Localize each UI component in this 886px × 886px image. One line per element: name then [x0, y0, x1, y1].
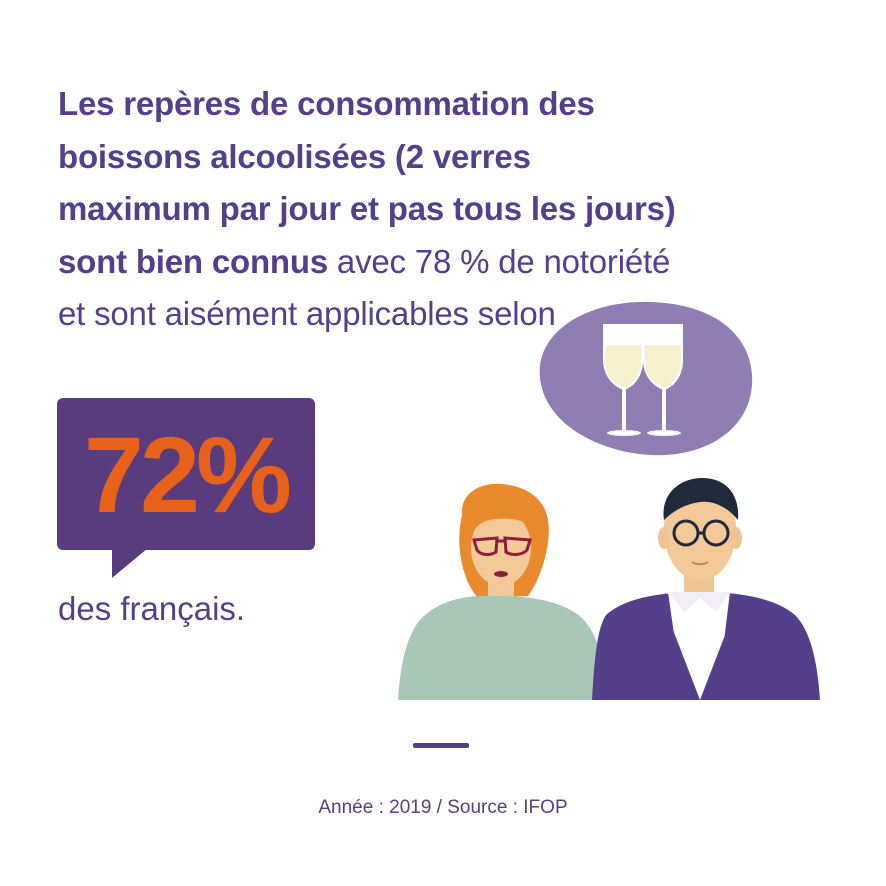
headline-bold: Les repères de consommation des boissons… [58, 85, 676, 280]
man-illustration [592, 478, 820, 700]
source-line: Année : 2019 / Source : IFOP [318, 797, 568, 818]
stat-bubble: 72% [57, 398, 315, 550]
stat-value: 72% [83, 413, 292, 535]
headline-regular: avec 78 % de notoriété et sont aisément … [58, 242, 671, 333]
thought-bubble [539, 301, 753, 456]
wine-glasses-icon [603, 324, 683, 436]
stat-bubble-tail [112, 548, 148, 578]
divider [413, 743, 469, 748]
subject-text: des français. [58, 590, 246, 627]
headline: Les repères de consommation des boissons… [58, 78, 678, 341]
woman-illustration [398, 483, 608, 700]
